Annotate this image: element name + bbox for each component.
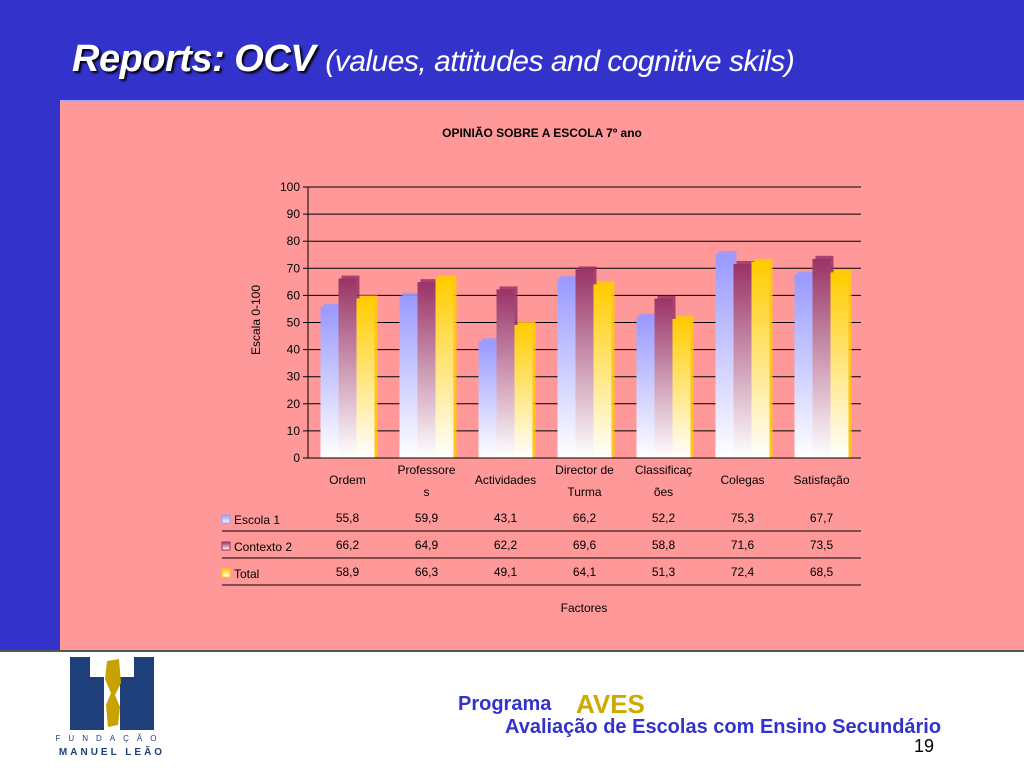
programa-label: Programa bbox=[458, 693, 552, 715]
legend-label: Contexto 2 bbox=[234, 540, 292, 554]
category-label: Satisfação bbox=[793, 473, 849, 487]
bar bbox=[830, 272, 849, 458]
bar bbox=[399, 295, 418, 458]
page-number: 19 bbox=[914, 736, 935, 756]
bar bbox=[672, 318, 691, 458]
bar bbox=[417, 282, 436, 458]
y-tick-label: 80 bbox=[287, 234, 301, 248]
y-tick-label: 50 bbox=[287, 316, 301, 330]
program-subtitle: Avaliação de Escolas com Ensino Secundár… bbox=[505, 716, 942, 738]
data-label: 52,2 bbox=[652, 511, 676, 525]
category-label: Ordem bbox=[329, 473, 366, 487]
data-label: 69,6 bbox=[573, 538, 597, 552]
data-label: 51,3 bbox=[652, 565, 676, 579]
slide-title-sub: (values, attitudes and cognitive skils) bbox=[325, 45, 795, 78]
data-label: 59,9 bbox=[415, 511, 439, 525]
aves-brand: AVES bbox=[576, 689, 645, 719]
legend-swatch bbox=[221, 514, 231, 524]
bar bbox=[514, 324, 533, 458]
y-tick-label: 0 bbox=[293, 451, 300, 465]
category-label: Turma bbox=[567, 485, 602, 499]
data-label: 71,6 bbox=[731, 538, 755, 552]
chart-title: OPINIÃO SOBRE A ESCOLA 7º ano bbox=[442, 125, 642, 140]
footer-divider bbox=[0, 650, 1024, 652]
data-label: 66,2 bbox=[336, 538, 360, 552]
bar bbox=[338, 278, 357, 458]
bar bbox=[654, 298, 673, 458]
category-label: Professore bbox=[397, 463, 455, 477]
y-tick-label: 10 bbox=[287, 424, 301, 438]
y-tick-label: 60 bbox=[287, 288, 301, 302]
data-label: 62,2 bbox=[494, 538, 518, 552]
data-label: 66,3 bbox=[415, 565, 439, 579]
bar bbox=[496, 289, 515, 458]
bar bbox=[320, 306, 339, 458]
bar bbox=[557, 278, 576, 458]
y-tick-label: 40 bbox=[287, 343, 301, 357]
header-divider bbox=[60, 100, 1024, 102]
legend-label: Total bbox=[234, 567, 259, 581]
logo-line-1: FUNDAÇÃO bbox=[56, 734, 165, 743]
bar bbox=[356, 298, 375, 458]
bar bbox=[715, 253, 734, 458]
slide-title: Reports: OCV (values, attitudes and cogn… bbox=[72, 38, 795, 81]
data-label: 58,9 bbox=[336, 565, 360, 579]
data-label: 55,8 bbox=[336, 511, 360, 525]
y-tick-label: 70 bbox=[287, 261, 301, 275]
data-label: 43,1 bbox=[494, 511, 518, 525]
category-label: Colegas bbox=[720, 473, 764, 487]
y-tick-label: 30 bbox=[287, 370, 301, 384]
bar bbox=[593, 284, 612, 458]
legend-swatch bbox=[221, 568, 231, 578]
bar bbox=[478, 341, 497, 458]
y-tick-label: 20 bbox=[287, 397, 301, 411]
content-area: OPINIÃO SOBRE A ESCOLA 7º ano Escala 0-1… bbox=[60, 102, 1024, 650]
category-label: Classificaç bbox=[635, 463, 692, 477]
bar bbox=[794, 274, 813, 458]
category-label: Actividades bbox=[475, 473, 536, 487]
data-label: 68,5 bbox=[810, 565, 834, 579]
data-label: 64,9 bbox=[415, 538, 439, 552]
data-label: 75,3 bbox=[731, 511, 755, 525]
legend-label: Escola 1 bbox=[234, 513, 280, 527]
x-axis-label: Factores bbox=[561, 601, 608, 615]
data-label: 58,8 bbox=[652, 538, 676, 552]
data-label: 64,1 bbox=[573, 565, 597, 579]
bar-chart: OPINIÃO SOBRE A ESCOLA 7º ano Escala 0-1… bbox=[221, 125, 861, 615]
slide-title-main: Reports: OCV bbox=[72, 38, 316, 80]
category-label: ões bbox=[654, 485, 673, 499]
data-label: 73,5 bbox=[810, 538, 834, 552]
bar bbox=[751, 261, 770, 458]
bar bbox=[636, 316, 655, 458]
left-band bbox=[0, 0, 60, 650]
y-axis-label: Escala 0-100 bbox=[249, 285, 263, 355]
bar bbox=[733, 263, 752, 458]
y-tick-label: 100 bbox=[280, 180, 300, 194]
logo-line-2: MANUEL LEÃO bbox=[59, 745, 165, 758]
data-label: 49,1 bbox=[494, 565, 518, 579]
header-bar bbox=[60, 0, 1024, 100]
category-label: Director de bbox=[555, 463, 614, 477]
bar bbox=[575, 269, 594, 458]
bar bbox=[812, 258, 831, 458]
y-tick-label: 90 bbox=[287, 207, 301, 221]
data-label: 72,4 bbox=[731, 565, 755, 579]
data-label: 67,7 bbox=[810, 511, 834, 525]
bar bbox=[435, 278, 454, 458]
category-label: s bbox=[424, 485, 430, 499]
legend-swatch bbox=[221, 541, 231, 551]
fundacao-manuel-leao-logo: FUNDAÇÃO MANUEL LEÃO bbox=[56, 657, 165, 758]
data-label: 66,2 bbox=[573, 511, 597, 525]
